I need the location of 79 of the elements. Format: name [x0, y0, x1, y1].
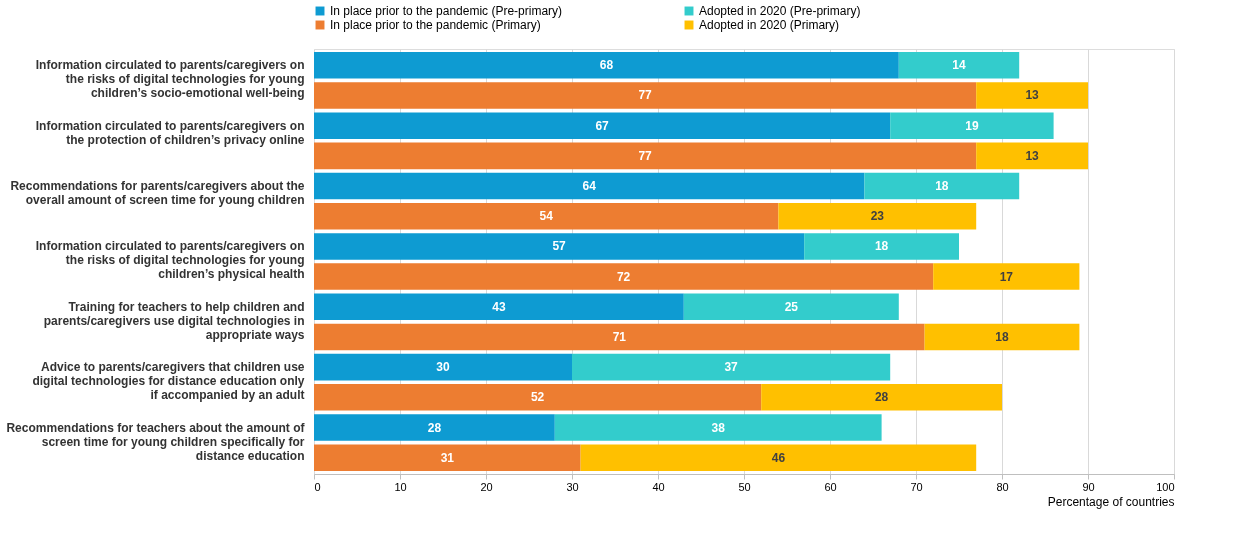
bar — [314, 202, 779, 230]
data-label: 13 — [1025, 88, 1040, 103]
x-tick-label: 20 — [480, 480, 493, 493]
x-tick-label: 60 — [824, 480, 837, 493]
bar — [580, 444, 977, 471]
legend-label: Adopted in 2020 (Pre-primary) — [699, 4, 861, 18]
bar — [976, 82, 1088, 109]
data-label: 57 — [552, 239, 567, 254]
data-label: 46 — [771, 450, 786, 465]
data-label: 14 — [952, 58, 966, 73]
bar — [778, 202, 977, 230]
x-tick-label: 0 — [314, 480, 321, 493]
data-label: 72 — [616, 269, 631, 284]
bar — [976, 142, 1088, 170]
y-tick-label: Recommendations for parents/caregivers about the overall amount of screen time for young children — [10, 179, 305, 208]
data-label: 71 — [612, 329, 627, 344]
data-label: 64 — [582, 179, 597, 194]
x-axis-title: Percentage of countries — [1047, 494, 1175, 509]
x-tick-label: 70 — [910, 480, 923, 493]
bar — [864, 172, 1020, 200]
bar — [933, 263, 1080, 290]
data-label: 38 — [711, 420, 726, 435]
bar — [890, 112, 1054, 139]
y-tick-label: Information circulated to parents/caregivers on the risks of digital technologies for young children’s physical health — [35, 239, 305, 282]
x-tick-label: 50 — [738, 480, 751, 493]
x-tick-label: 80 — [996, 480, 1009, 493]
x-tick-label: 90 — [1082, 480, 1095, 493]
bar — [554, 414, 882, 441]
x-tick-label: 100 — [1156, 480, 1175, 493]
bar — [314, 353, 572, 381]
bar — [314, 233, 805, 260]
bar — [898, 52, 1020, 79]
data-label: 77 — [638, 88, 653, 103]
bar — [683, 293, 899, 321]
bar — [804, 233, 959, 260]
data-label: 28 — [427, 420, 442, 435]
data-label: 67 — [595, 118, 610, 133]
data-label: 31 — [440, 450, 455, 465]
data-label: 18 — [995, 329, 1009, 344]
data-label: 13 — [1025, 148, 1040, 163]
legend-label: In place prior to the pandemic (Pre-primary) — [330, 4, 563, 18]
data-label: 19 — [965, 118, 979, 133]
data-label: 54 — [539, 209, 554, 224]
x-tick-label: 40 — [652, 480, 665, 493]
y-tick-label: Information circulated to parents/caregivers on the protection of children’s privacy online — [35, 118, 305, 147]
data-label: 25 — [784, 299, 799, 314]
bar — [314, 263, 934, 290]
data-label: 52 — [530, 390, 545, 405]
data-label: 28 — [874, 390, 889, 405]
data-label: 18 — [874, 239, 889, 254]
data-label: 68 — [599, 58, 614, 73]
data-label: 17 — [999, 269, 1014, 284]
y-tick-label: Information circulated to parents/caregivers on the risks of digital technologies for young children’s socio-emotional well-being — [35, 58, 305, 101]
bar — [314, 142, 977, 170]
data-label: 37 — [724, 360, 739, 375]
bar — [572, 353, 891, 381]
bar — [314, 414, 555, 441]
bar — [314, 293, 684, 321]
x-tick-label: 10 — [394, 480, 407, 493]
x-tick-label: 30 — [566, 480, 579, 493]
bar — [314, 112, 891, 139]
legend-label: In place prior to the pandemic (Primary) — [330, 18, 541, 32]
y-tick-label: Training for teachers to help children and parents/caregivers use digital technologies in appropriate ways — [43, 299, 305, 342]
bar — [314, 323, 925, 351]
data-label: 18 — [935, 179, 949, 194]
bar — [924, 323, 1080, 351]
y-tick-label: Advice to parents/caregivers that children use digital technologies for distance education only if accompanied by an adult — [32, 360, 305, 403]
data-label: 23 — [870, 209, 885, 224]
bar — [314, 52, 899, 79]
bar — [314, 172, 865, 200]
bar — [761, 384, 1002, 411]
data-label: 30 — [436, 360, 450, 375]
bar — [314, 444, 581, 471]
bar — [314, 82, 977, 109]
legend-label: Adopted in 2020 (Primary) — [699, 18, 840, 32]
data-label: 77 — [638, 148, 653, 163]
y-tick-label: Recommendations for teachers about the amount of screen time for young children specifically for distance education — [6, 420, 306, 463]
data-label: 43 — [492, 299, 506, 314]
bar — [314, 384, 762, 411]
